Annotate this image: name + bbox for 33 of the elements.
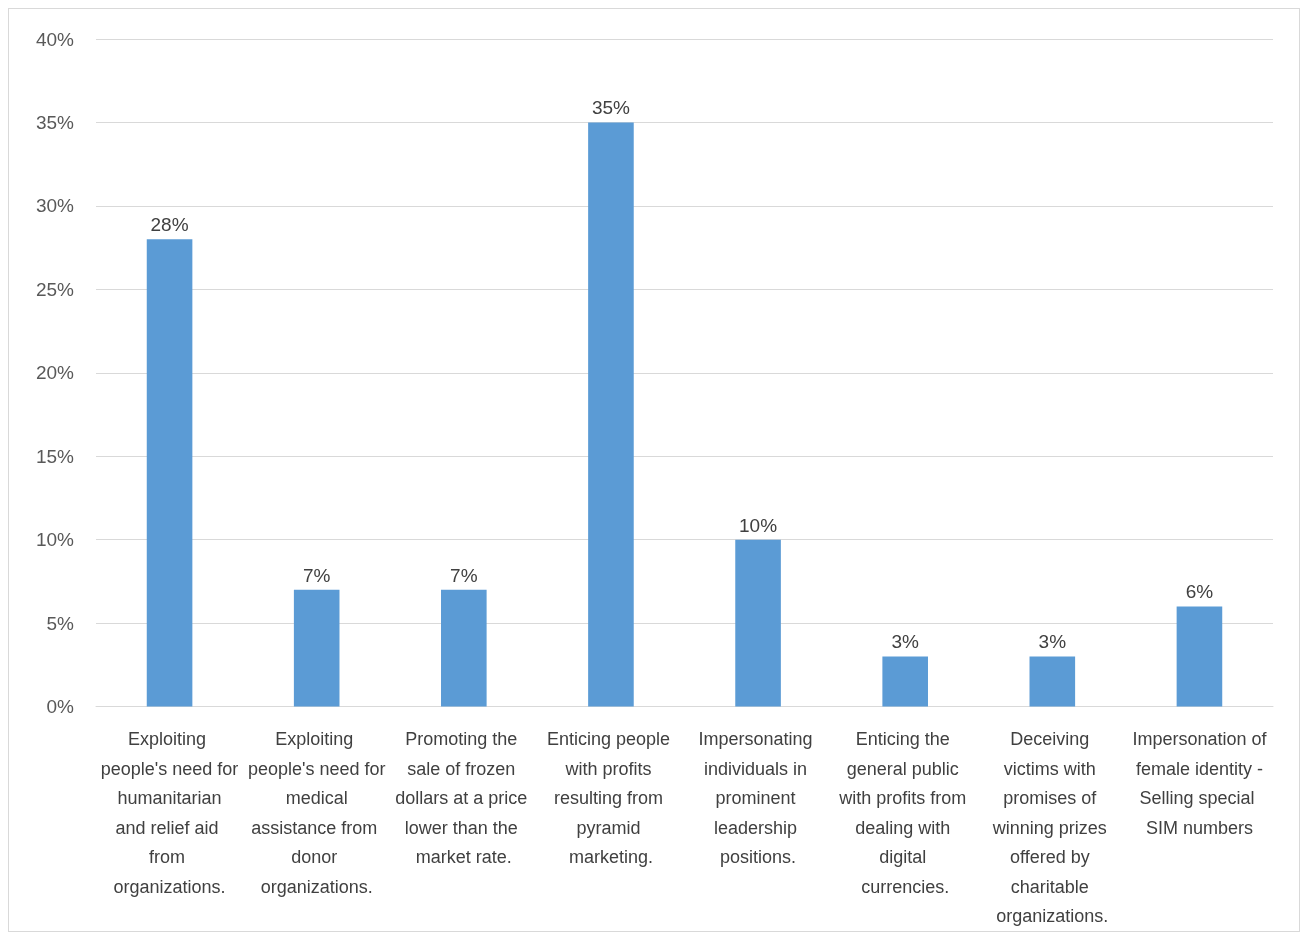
bar <box>146 239 193 707</box>
y-tick-label: 20% <box>35 362 75 384</box>
data-label: 7% <box>450 564 478 586</box>
bar <box>735 539 781 707</box>
x-tick-label: Enticing the general public with profits from dealing with digital currencies. <box>838 729 972 897</box>
bar <box>1176 606 1223 707</box>
bar <box>882 656 928 707</box>
x-tick-label: Exploiting people's need for medical assistance from donor organizations. <box>247 729 386 897</box>
data-label: 3% <box>1038 631 1067 653</box>
y-tick-label: 10% <box>35 529 75 551</box>
data-label: 7% <box>302 564 331 586</box>
x-tick-label: Exploiting people's need for humanitarian and relief aid from organizations. <box>100 729 239 897</box>
y-tick-label: 40% <box>35 28 75 50</box>
data-label: 35% <box>591 97 631 119</box>
x-tick-label: Deceiving victims with promises of winning prizes offered by charitable organizations. <box>991 729 1112 927</box>
x-tick-label: Promoting the sale of frozen dollars at a price lower than the market rate. <box>395 729 533 868</box>
data-label: 10% <box>739 514 778 536</box>
x-tick-label: Impersonating individuals in prominent leadership positions. <box>698 729 818 868</box>
y-tick-label: 15% <box>35 445 75 467</box>
data-label: 6% <box>1185 581 1214 603</box>
bar <box>293 589 340 707</box>
x-tick-label: Impersonation of female identity - Selling special SIM numbers <box>1130 729 1268 838</box>
y-tick-label: 25% <box>35 278 75 300</box>
data-label: 28% <box>150 214 189 236</box>
y-tick-label: 5% <box>46 612 75 634</box>
data-label: 3% <box>891 631 920 653</box>
y-tick-label: 0% <box>46 696 75 717</box>
bar <box>1029 656 1076 707</box>
bar <box>441 589 487 707</box>
x-tick-label: Enticing people with profits resulting from pyramid marketing. <box>546 729 675 868</box>
y-tick-label: 30% <box>35 195 75 217</box>
bar <box>588 122 634 707</box>
y-tick-label: 35% <box>35 111 75 133</box>
